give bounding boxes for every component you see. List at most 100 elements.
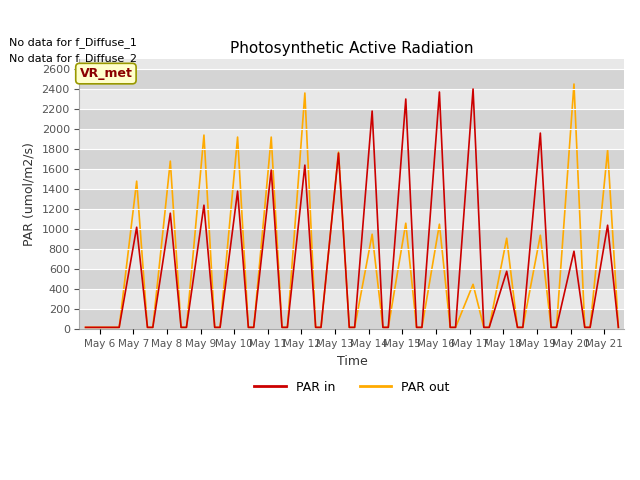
PAR out (312, 324, 319, 330)
PAR in (351, 324, 358, 330)
PAR in (166, 210, 174, 216)
Legend: PAR in, PAR out: PAR in, PAR out (250, 376, 454, 399)
PAR out (216, 324, 224, 330)
PAR in (536, 130, 544, 136)
PAR in (514, 324, 522, 330)
PAR out (335, 149, 342, 155)
PAR in (346, 324, 353, 330)
Bar (79, 129, 625, 149)
PAR out (553, 324, 561, 330)
PAR out (244, 324, 252, 330)
PAR out (586, 324, 594, 330)
PAR out (317, 324, 325, 330)
PAR in (312, 324, 319, 330)
PAR in (385, 324, 392, 330)
PAR out (166, 158, 174, 164)
PAR in (284, 324, 291, 330)
PAR in (402, 96, 410, 102)
PAR out (115, 324, 123, 330)
PAR in (446, 324, 454, 330)
PAR in (110, 324, 118, 330)
PAR out (536, 232, 544, 238)
PAR out (284, 324, 291, 330)
PAR in (143, 324, 151, 330)
PAR out (581, 324, 589, 330)
PAR out (436, 221, 444, 227)
PAR in (368, 108, 376, 114)
PAR in (99, 324, 107, 330)
PAR out (402, 220, 410, 226)
PAR in (244, 324, 252, 330)
PAR in (604, 222, 611, 228)
PAR in (570, 248, 578, 254)
PAR out (200, 132, 208, 138)
PAR out (351, 324, 358, 330)
Bar (79, 249, 625, 269)
PAR out (278, 324, 286, 330)
PAR in (115, 324, 123, 330)
PAR out (413, 324, 420, 330)
PAR out (514, 324, 522, 330)
PAR in (418, 324, 426, 330)
PAR in (200, 202, 208, 208)
PAR in (480, 324, 488, 330)
Bar (79, 229, 625, 249)
Bar (79, 149, 625, 169)
PAR out (234, 134, 241, 140)
PAR out (250, 324, 257, 330)
Line: PAR in: PAR in (86, 89, 618, 327)
Text: VR_met: VR_met (79, 67, 132, 80)
PAR in (250, 324, 257, 330)
PAR out (368, 231, 376, 237)
PAR in (301, 162, 308, 168)
PAR out (385, 324, 392, 330)
PAR out (268, 134, 275, 140)
PAR out (614, 324, 622, 330)
PAR out (346, 324, 353, 330)
PAR out (503, 235, 511, 241)
PAR in (485, 324, 493, 330)
PAR out (182, 324, 190, 330)
PAR in (268, 167, 275, 173)
PAR in (177, 324, 185, 330)
PAR out (110, 324, 118, 330)
Bar (79, 309, 625, 329)
Y-axis label: PAR (umol/m2/s): PAR (umol/m2/s) (23, 142, 36, 246)
PAR out (452, 324, 460, 330)
PAR out (547, 324, 555, 330)
PAR in (211, 324, 218, 330)
PAR in (182, 324, 190, 330)
PAR in (317, 324, 325, 330)
PAR in (216, 324, 224, 330)
PAR out (570, 81, 578, 87)
PAR in (149, 324, 157, 330)
PAR out (149, 324, 157, 330)
PAR in (452, 324, 460, 330)
PAR out (99, 324, 107, 330)
Text: No data for f_Diffuse_1: No data for f_Diffuse_1 (8, 37, 136, 48)
PAR in (234, 188, 241, 194)
Bar (79, 289, 625, 309)
PAR in (413, 324, 420, 330)
PAR in (82, 324, 90, 330)
PAR in (379, 324, 387, 330)
PAR in (335, 150, 342, 156)
Bar (79, 269, 625, 289)
Bar (79, 209, 625, 229)
PAR out (519, 324, 527, 330)
Text: No data for f_Diffuse_2: No data for f_Diffuse_2 (8, 54, 136, 64)
Bar (79, 89, 625, 109)
PAR out (301, 90, 308, 96)
PAR in (503, 268, 511, 274)
PAR out (143, 324, 151, 330)
Bar (79, 169, 625, 189)
PAR in (519, 324, 527, 330)
PAR out (211, 324, 218, 330)
PAR out (418, 324, 426, 330)
PAR out (82, 324, 90, 330)
PAR in (547, 324, 555, 330)
PAR in (553, 324, 561, 330)
PAR in (469, 86, 477, 92)
PAR out (485, 324, 493, 330)
X-axis label: Time: Time (337, 355, 367, 368)
